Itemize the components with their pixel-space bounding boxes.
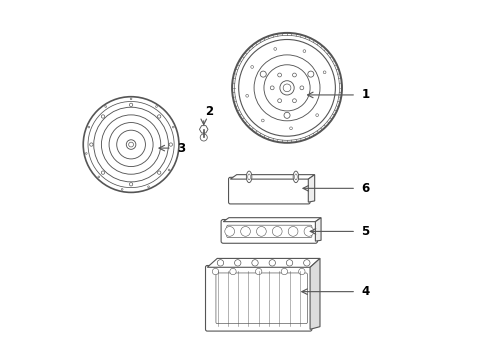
Circle shape — [157, 171, 161, 174]
Circle shape — [261, 119, 264, 122]
Text: 2: 2 — [204, 105, 213, 118]
Polygon shape — [307, 175, 314, 202]
Circle shape — [289, 127, 292, 130]
Polygon shape — [207, 258, 319, 267]
Circle shape — [224, 226, 234, 236]
Circle shape — [281, 268, 287, 275]
Circle shape — [286, 260, 292, 266]
Circle shape — [234, 260, 241, 266]
Circle shape — [217, 260, 223, 266]
Circle shape — [85, 153, 87, 154]
Circle shape — [323, 71, 325, 74]
Circle shape — [104, 106, 106, 107]
Circle shape — [315, 114, 318, 117]
Circle shape — [287, 226, 297, 236]
Circle shape — [270, 86, 274, 90]
Circle shape — [88, 126, 89, 128]
Text: 6: 6 — [361, 182, 369, 195]
Circle shape — [229, 268, 236, 275]
FancyBboxPatch shape — [228, 177, 309, 204]
Ellipse shape — [293, 171, 298, 183]
Circle shape — [101, 171, 104, 174]
Circle shape — [130, 98, 132, 100]
Circle shape — [277, 73, 281, 77]
Circle shape — [129, 103, 132, 107]
Circle shape — [172, 126, 174, 128]
Text: 1: 1 — [361, 89, 369, 102]
Circle shape — [303, 50, 305, 53]
Circle shape — [129, 183, 132, 186]
Circle shape — [89, 143, 93, 146]
Text: 5: 5 — [361, 225, 369, 238]
Circle shape — [250, 66, 253, 68]
Polygon shape — [223, 218, 321, 222]
Circle shape — [298, 268, 305, 275]
Circle shape — [304, 226, 313, 236]
Circle shape — [272, 226, 282, 236]
Circle shape — [121, 189, 123, 190]
Circle shape — [303, 260, 309, 266]
FancyBboxPatch shape — [205, 266, 311, 331]
Circle shape — [168, 169, 170, 171]
FancyBboxPatch shape — [226, 225, 311, 238]
Circle shape — [251, 260, 258, 266]
Circle shape — [98, 176, 100, 178]
Circle shape — [292, 99, 296, 103]
Circle shape — [273, 48, 276, 50]
Circle shape — [292, 73, 296, 77]
Circle shape — [299, 86, 303, 90]
Circle shape — [101, 115, 104, 118]
Circle shape — [240, 226, 250, 236]
Circle shape — [256, 226, 265, 236]
Circle shape — [200, 134, 207, 141]
Ellipse shape — [246, 171, 251, 183]
Circle shape — [212, 268, 218, 275]
Circle shape — [157, 115, 161, 118]
Circle shape — [147, 186, 149, 188]
Circle shape — [277, 99, 281, 103]
FancyBboxPatch shape — [221, 220, 317, 243]
Text: 4: 4 — [361, 285, 369, 298]
Circle shape — [284, 112, 289, 118]
Circle shape — [307, 71, 313, 77]
Polygon shape — [309, 258, 319, 329]
Circle shape — [245, 94, 248, 97]
Text: 3: 3 — [177, 141, 185, 154]
Circle shape — [169, 143, 172, 146]
Circle shape — [268, 260, 275, 266]
Circle shape — [155, 106, 157, 107]
Circle shape — [255, 268, 262, 275]
Circle shape — [260, 71, 266, 77]
Circle shape — [126, 140, 136, 149]
Polygon shape — [230, 175, 314, 179]
Polygon shape — [315, 218, 321, 241]
